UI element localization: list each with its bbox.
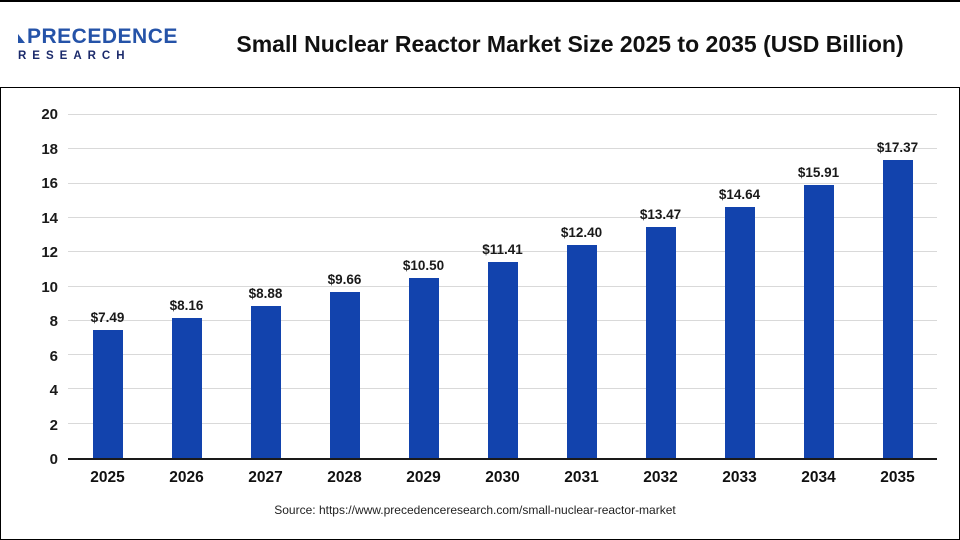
bar-group-2035: $17.37 (858, 115, 937, 458)
bar-2032 (645, 227, 676, 458)
gridline-12 (68, 251, 937, 253)
gridline-18 (68, 148, 937, 150)
bar-value-label-2026: $8.16 (169, 298, 204, 314)
bar-group-2028: $9.66 (305, 115, 384, 458)
y-tick-label-8: 8 (49, 313, 58, 330)
x-tick-label-2027: 2027 (248, 469, 283, 486)
y-tick-label-14: 14 (41, 209, 58, 227)
header: PRECEDENCE RESEARCH Small Nuclear Reacto… (0, 2, 960, 87)
bar-value-label-2029: $10.50 (402, 257, 445, 273)
bar-group-2029: $10.50 (384, 115, 463, 458)
x-tick-label-2029: 2029 (406, 469, 441, 486)
bar-2029 (408, 277, 439, 458)
bars-row: $7.49 $8.16 $8.88 $9.66 $10.50 $11.41 $12.40 $1… (68, 115, 937, 458)
logo-text-precedence: PRECEDENCE (18, 26, 200, 48)
bar-value-label-2035: $17.37 (876, 140, 919, 156)
x-tick-label-2028: 2028 (327, 469, 362, 486)
bar-group-2032: $13.47 (621, 115, 700, 458)
bar-2028 (329, 292, 360, 458)
bar-group-2026: $8.16 (147, 115, 226, 458)
x-axis: 2025 2026 2027 2028 2029 2030 2031 2032 2033 2034… (68, 460, 937, 487)
y-tick-label-0: 0 (49, 451, 58, 468)
bar-value-label-2033: $14.64 (718, 186, 761, 202)
bar-value-label-2031: $12.40 (560, 225, 603, 241)
x-tick-label-2035: 2035 (880, 469, 915, 486)
bar-value-label-2025: $7.49 (90, 309, 125, 325)
y-axis: 0 2 4 6 8 10 12 14 16 18 20 (13, 106, 68, 468)
plot-area: $7.49 $8.16 $8.88 $9.66 $10.50 $11.41 $12.40 $1… (68, 114, 937, 460)
x-tick-label-2032: 2032 (643, 469, 678, 486)
bar-value-label-2028: $9.66 (327, 272, 362, 288)
bar-2031 (566, 245, 597, 458)
bar-2034 (803, 185, 834, 458)
gridline-14 (68, 216, 937, 218)
bar-group-2034: $15.91 (779, 115, 858, 458)
x-tick-label-2025: 2025 (90, 469, 125, 486)
bar-2033 (724, 206, 755, 458)
plot-row: 0 2 4 6 8 10 12 14 16 18 20 $7.49 $8.16 $8.88 $9.66 $1… (13, 106, 937, 468)
precedence-research-logo: PRECEDENCE RESEARCH (0, 26, 200, 62)
y-tick-label-4: 4 (49, 382, 58, 399)
bar-group-2030: $11.41 (463, 115, 542, 458)
y-tick-label-16: 16 (41, 175, 58, 192)
logo-text-research: RESEARCH (18, 50, 131, 63)
y-tick-label-6: 6 (49, 347, 58, 365)
bar-value-label-2027: $8.88 (248, 285, 283, 301)
x-tick-label-2030: 2030 (485, 469, 520, 486)
chart-area: 0 2 4 6 8 10 12 14 16 18 20 $7.49 $8.16 $8.88 $9.66 $1… (0, 87, 960, 540)
y-tick-label-20: 20 (41, 106, 58, 123)
bar-group-2033: $14.64 (700, 115, 779, 458)
gridline-20 (68, 114, 937, 115)
chart-title: Small Nuclear Reactor Market Size 2025 t… (236, 31, 904, 57)
bar-group-2025: $7.49 (68, 115, 147, 458)
bar-2035 (882, 160, 913, 458)
y-tick-label-18: 18 (41, 140, 58, 158)
bar-value-label-2034: $15.91 (797, 165, 840, 181)
source-text: Source: https://www.precedenceresearch.c… (274, 503, 676, 517)
x-tick-label-2031: 2031 (564, 469, 599, 486)
y-tick-label-12: 12 (41, 244, 58, 261)
gridline-16 (68, 182, 937, 184)
bar-2026 (171, 318, 202, 458)
bar-2025 (92, 329, 123, 458)
x-tick-label-2034: 2034 (801, 469, 836, 486)
bar-2030 (487, 262, 518, 458)
x-tick-label-2026: 2026 (169, 469, 204, 486)
bar-2027 (250, 305, 281, 458)
bar-group-2027: $8.88 (226, 115, 305, 458)
bar-value-label-2032: $13.47 (639, 207, 682, 222)
bar-group-2031: $12.40 (542, 115, 621, 458)
y-tick-label-10: 10 (41, 278, 58, 296)
logo-triangle-icon (18, 34, 25, 44)
bar-value-label-2030: $11.41 (482, 242, 523, 258)
y-tick-label-2: 2 (49, 416, 58, 434)
x-tick-label-2033: 2033 (722, 469, 757, 486)
